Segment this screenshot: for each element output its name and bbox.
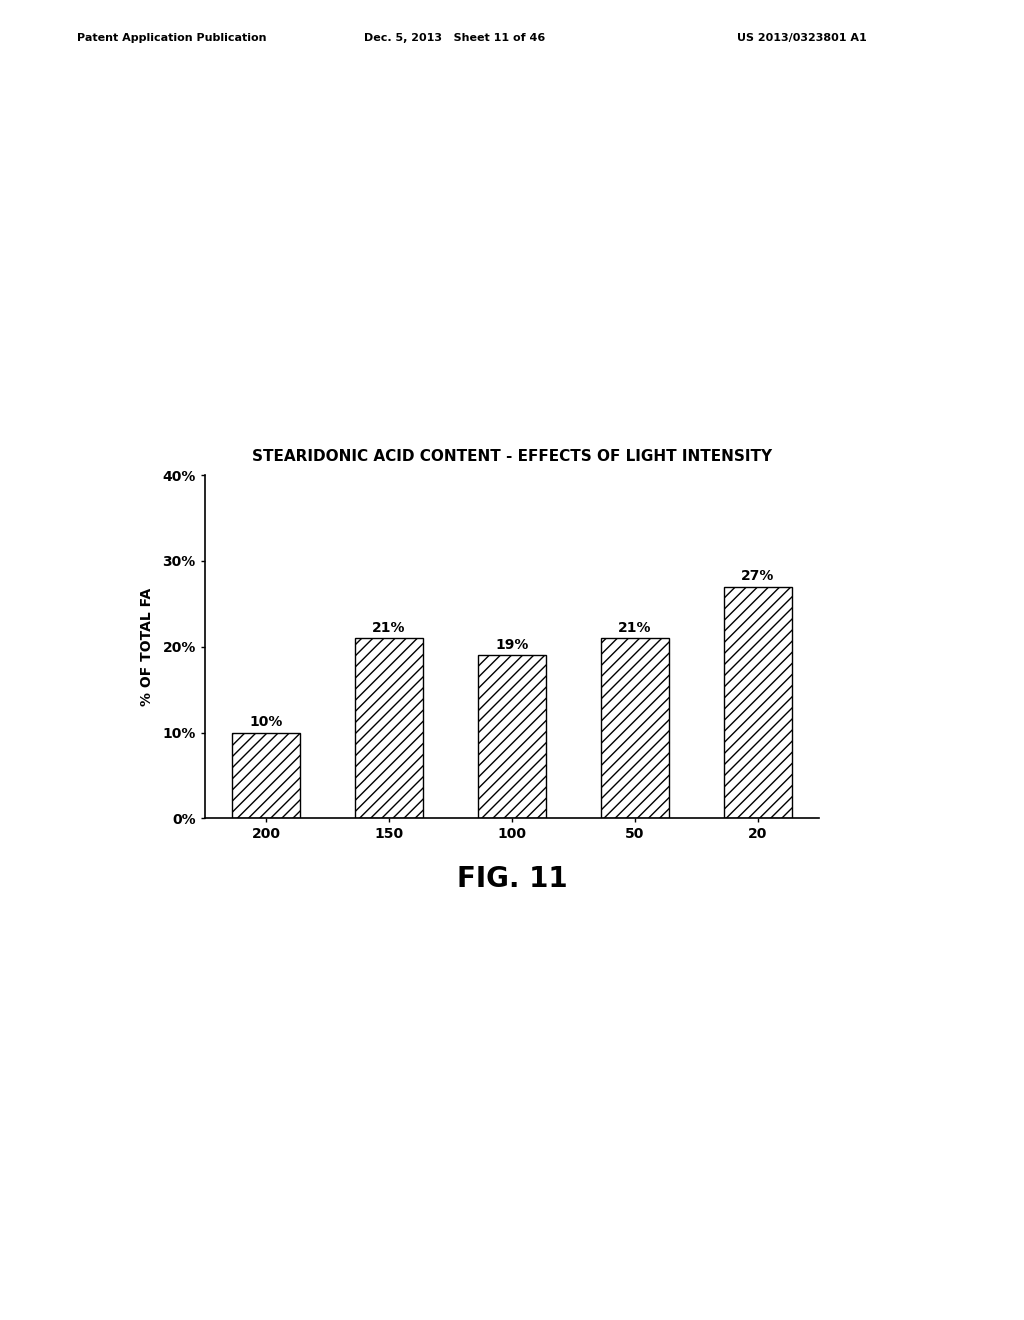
Text: Dec. 5, 2013   Sheet 11 of 46: Dec. 5, 2013 Sheet 11 of 46 <box>364 33 545 44</box>
Bar <box>478 655 546 818</box>
Text: Patent Application Publication: Patent Application Publication <box>77 33 266 44</box>
Text: 21%: 21% <box>618 620 651 635</box>
Text: 19%: 19% <box>496 638 528 652</box>
Bar <box>601 638 669 818</box>
Text: 27%: 27% <box>741 569 774 583</box>
Text: US 2013/0323801 A1: US 2013/0323801 A1 <box>737 33 867 44</box>
Text: FIG. 11: FIG. 11 <box>457 865 567 892</box>
Y-axis label: % OF TOTAL FA: % OF TOTAL FA <box>140 587 154 706</box>
Bar <box>355 638 423 818</box>
Bar <box>232 733 300 818</box>
Text: 21%: 21% <box>373 620 406 635</box>
Bar <box>724 586 792 818</box>
Text: 10%: 10% <box>250 715 283 729</box>
Title: STEARIDONIC ACID CONTENT - EFFECTS OF LIGHT INTENSITY: STEARIDONIC ACID CONTENT - EFFECTS OF LI… <box>252 449 772 465</box>
